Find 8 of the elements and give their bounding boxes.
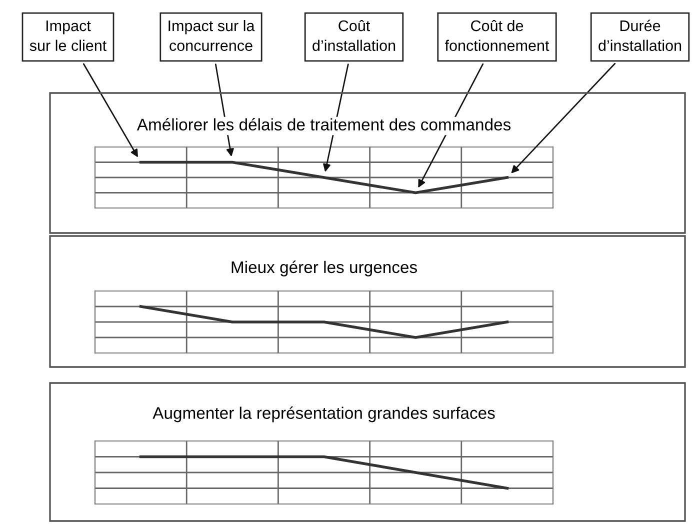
text: Impact sur le client [30,20,107,51]
chart-title: Mieux gérer les urgences [232,260,417,276]
chart-title: Améliorer les délais de traitement des commandes [136,118,511,130]
chart-title: Augmenter la représentation grandes surfaces [152,406,495,422]
text: Durée d’installation [598,20,682,51]
text: Impact sur la concurrence [168,20,255,51]
text: Coût d’installation [312,20,396,51]
text: Coût de fonctionnement [444,20,550,51]
